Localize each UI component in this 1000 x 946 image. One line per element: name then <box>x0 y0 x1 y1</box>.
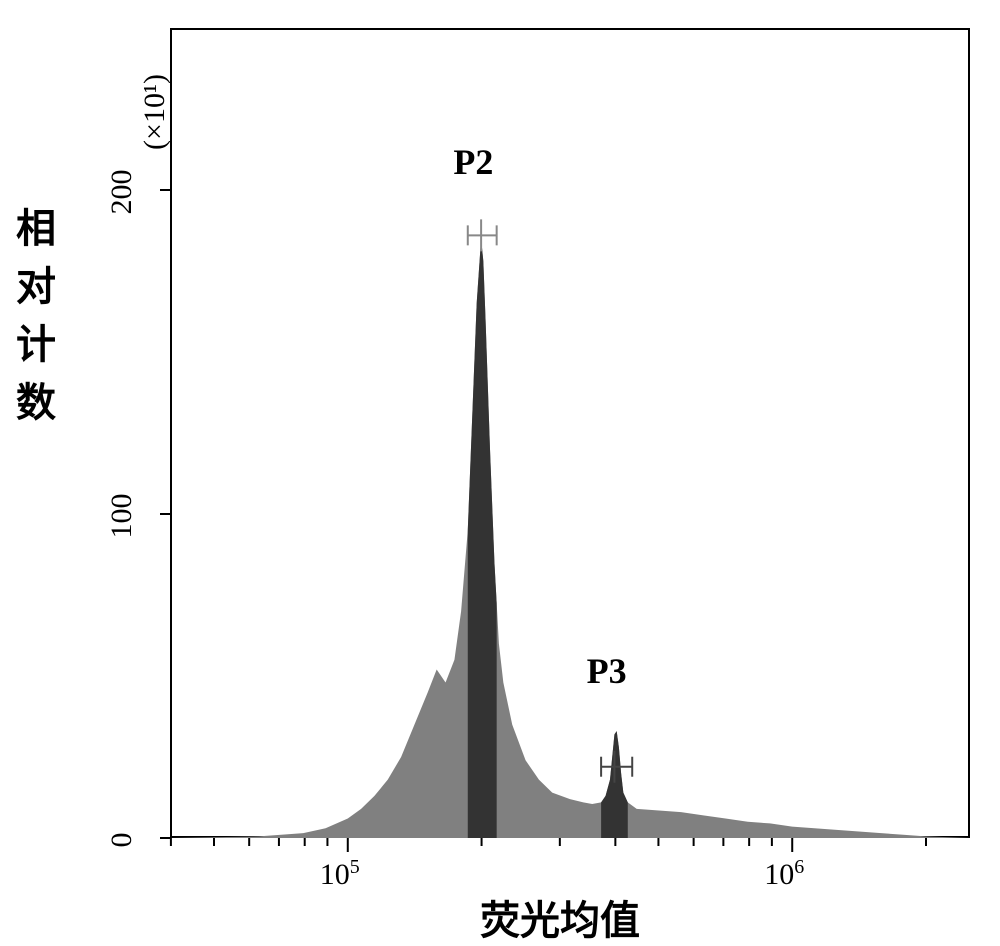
y-tick-0: 0 <box>105 800 139 880</box>
peak-label-p3: P3 <box>587 650 627 692</box>
x-tick-1e5: 105 <box>320 856 360 892</box>
flow-cytometry-histogram: (×10¹) 相对计数 P2 P3 0 100 200 105 106 荧光均值 <box>0 0 1000 946</box>
peak-label-p2: P2 <box>453 141 493 183</box>
y-tick-200: 200 <box>105 152 139 232</box>
y-tick-100: 100 <box>105 476 139 556</box>
x-tick-1e6: 106 <box>764 856 804 892</box>
x-axis-label: 荧光均值 <box>480 888 640 946</box>
plot-svg <box>0 0 1000 946</box>
